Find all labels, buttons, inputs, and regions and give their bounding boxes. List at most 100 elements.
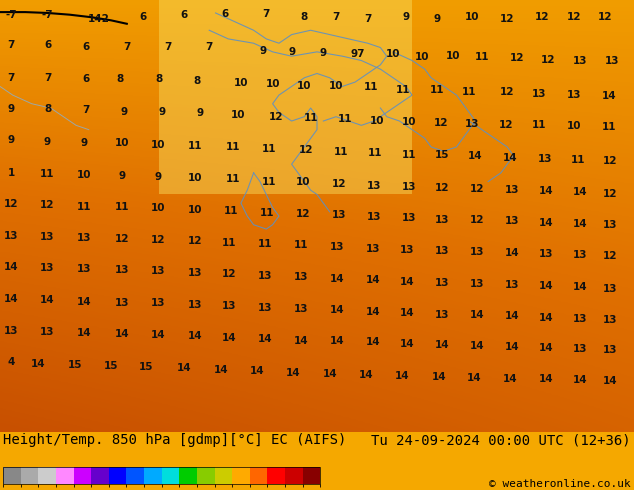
Text: 13: 13 bbox=[188, 268, 202, 278]
Text: 7: 7 bbox=[205, 42, 213, 51]
Text: 12: 12 bbox=[115, 234, 129, 244]
Text: 11: 11 bbox=[226, 142, 240, 152]
Text: 11: 11 bbox=[115, 202, 129, 213]
Text: 13: 13 bbox=[538, 154, 552, 164]
Text: 10: 10 bbox=[152, 203, 165, 213]
Text: 11: 11 bbox=[475, 52, 489, 62]
Text: 13: 13 bbox=[532, 89, 546, 99]
Text: 13: 13 bbox=[4, 326, 18, 336]
Text: 11: 11 bbox=[339, 114, 353, 124]
Text: 10: 10 bbox=[231, 110, 245, 120]
Text: 14: 14 bbox=[503, 153, 518, 163]
Text: 14: 14 bbox=[539, 343, 554, 353]
Text: 10: 10 bbox=[296, 177, 310, 187]
Text: 13: 13 bbox=[465, 120, 479, 129]
Text: 9: 9 bbox=[158, 106, 165, 117]
Text: 7: 7 bbox=[364, 14, 372, 24]
Text: 12: 12 bbox=[567, 12, 581, 22]
Text: 14: 14 bbox=[395, 371, 410, 381]
Text: 13: 13 bbox=[223, 301, 236, 311]
Text: 14: 14 bbox=[573, 219, 588, 229]
Text: 13: 13 bbox=[605, 55, 619, 66]
Text: 13: 13 bbox=[505, 216, 519, 226]
Text: 14: 14 bbox=[505, 342, 520, 352]
Text: 14: 14 bbox=[188, 331, 203, 341]
Text: 13: 13 bbox=[367, 181, 381, 191]
Text: 14: 14 bbox=[539, 186, 554, 196]
Text: 13: 13 bbox=[366, 244, 380, 253]
Text: 13: 13 bbox=[115, 297, 129, 308]
Text: 14: 14 bbox=[539, 218, 554, 227]
Text: 1: 1 bbox=[8, 168, 15, 178]
Text: 13: 13 bbox=[258, 271, 272, 281]
Text: 13: 13 bbox=[294, 272, 308, 282]
Text: 10: 10 bbox=[386, 49, 400, 59]
Text: 13: 13 bbox=[332, 210, 346, 220]
Text: 7: 7 bbox=[123, 42, 131, 51]
Text: 10: 10 bbox=[77, 170, 91, 180]
Text: 14: 14 bbox=[285, 368, 301, 377]
Text: 9: 9 bbox=[320, 48, 327, 58]
Text: 10: 10 bbox=[297, 80, 311, 91]
Text: 14: 14 bbox=[469, 311, 484, 320]
Text: 11: 11 bbox=[368, 148, 382, 158]
Text: 6: 6 bbox=[82, 74, 89, 84]
Text: 14: 14 bbox=[222, 333, 237, 343]
Text: 14: 14 bbox=[539, 313, 554, 322]
Text: 12: 12 bbox=[500, 87, 514, 97]
Text: 14: 14 bbox=[602, 376, 618, 386]
Text: 10: 10 bbox=[234, 78, 248, 88]
Text: 11: 11 bbox=[334, 147, 348, 157]
Text: 14: 14 bbox=[294, 336, 309, 345]
Text: 9: 9 bbox=[8, 104, 15, 114]
Text: 14: 14 bbox=[573, 187, 588, 197]
Text: 7: 7 bbox=[164, 42, 172, 51]
Text: 8: 8 bbox=[155, 74, 162, 84]
Text: 13: 13 bbox=[436, 215, 450, 224]
Text: 12: 12 bbox=[541, 55, 555, 65]
Text: 13: 13 bbox=[294, 304, 308, 314]
Text: 13: 13 bbox=[603, 345, 617, 355]
Text: 9: 9 bbox=[434, 14, 441, 24]
Text: 14: 14 bbox=[399, 277, 415, 287]
Text: 7: 7 bbox=[8, 40, 15, 50]
Text: 11: 11 bbox=[188, 141, 202, 151]
Text: 14: 14 bbox=[399, 339, 415, 348]
Text: 13: 13 bbox=[402, 213, 416, 223]
Text: 11: 11 bbox=[304, 113, 318, 122]
Text: 14: 14 bbox=[322, 369, 337, 379]
Text: 7: 7 bbox=[44, 73, 51, 83]
Text: 14: 14 bbox=[399, 308, 415, 318]
Text: 14: 14 bbox=[365, 307, 380, 317]
Text: 14: 14 bbox=[76, 296, 91, 307]
Text: 14: 14 bbox=[4, 262, 19, 272]
Text: 14: 14 bbox=[330, 274, 345, 284]
Text: 12: 12 bbox=[603, 156, 617, 166]
Text: -7: -7 bbox=[42, 10, 53, 20]
Text: 10: 10 bbox=[329, 81, 343, 92]
Text: 10: 10 bbox=[465, 12, 479, 22]
Text: 14: 14 bbox=[257, 334, 273, 344]
Text: 9: 9 bbox=[259, 46, 267, 56]
Text: 14: 14 bbox=[249, 366, 264, 376]
Text: 13: 13 bbox=[41, 263, 55, 273]
Text: 13: 13 bbox=[603, 315, 617, 325]
Text: 12: 12 bbox=[500, 14, 514, 24]
Text: 13: 13 bbox=[573, 314, 587, 324]
Text: 13: 13 bbox=[330, 242, 344, 252]
Text: 12: 12 bbox=[510, 53, 524, 63]
Text: 14: 14 bbox=[469, 341, 484, 351]
Text: 10: 10 bbox=[415, 52, 429, 62]
Text: 11: 11 bbox=[41, 169, 55, 179]
Text: 14: 14 bbox=[330, 305, 345, 315]
Text: 14: 14 bbox=[4, 294, 19, 304]
Text: 13: 13 bbox=[540, 249, 553, 259]
Text: 13: 13 bbox=[436, 245, 450, 256]
Text: 13: 13 bbox=[505, 185, 519, 195]
Text: 13: 13 bbox=[573, 250, 587, 260]
Text: 14: 14 bbox=[573, 282, 588, 293]
Text: 14: 14 bbox=[40, 295, 55, 305]
Text: 14: 14 bbox=[539, 374, 554, 385]
Text: 11: 11 bbox=[261, 208, 275, 218]
Text: 13: 13 bbox=[603, 220, 617, 230]
